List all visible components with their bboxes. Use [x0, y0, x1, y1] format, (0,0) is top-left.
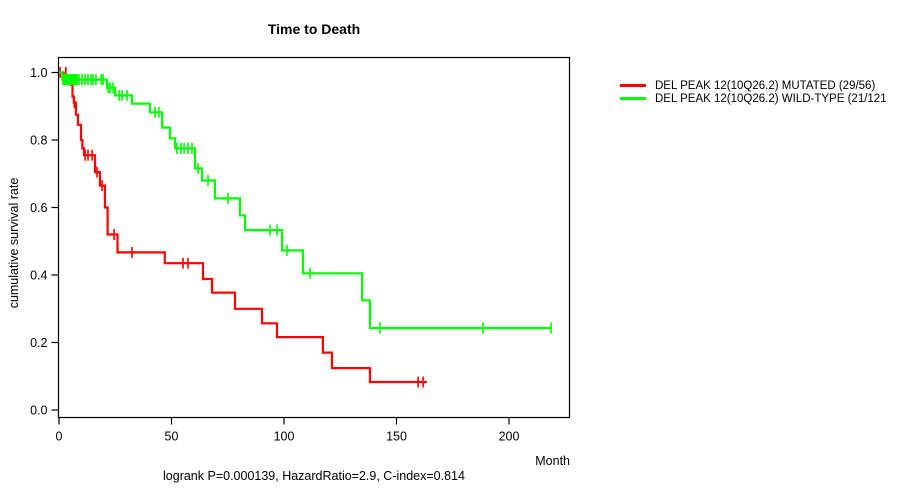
censor-marks-mutated	[59, 67, 424, 388]
y-axis-label: cumulative survival rate	[7, 177, 21, 309]
x-tick-label: 0	[56, 430, 63, 444]
legend-label-wild-type: DEL PEAK 12(10Q26.2) WILD-TYPE (21/121	[655, 92, 887, 105]
x-tick-label: 50	[165, 430, 179, 444]
y-tick-label: 0.8	[30, 134, 47, 148]
y-axis-ticks: 0.0 0.2 0.4 0.6 0.8 1.0	[30, 66, 59, 418]
x-axis-ticks: 0 50 100 150 200	[56, 417, 520, 444]
legend: DEL PEAK 12(10Q26.2) MUTATED (29/56) DEL…	[620, 79, 887, 105]
chart-title: Time to Death	[267, 21, 361, 37]
x-tick-label: 200	[499, 430, 520, 444]
x-axis-label: Month	[535, 454, 570, 468]
x-tick-label: 100	[274, 430, 295, 444]
y-tick-label: 0.6	[30, 201, 47, 215]
step-curve	[59, 71, 427, 384]
legend-label-mutated: DEL PEAK 12(10Q26.2) MUTATED (29/56)	[655, 79, 876, 92]
y-tick-label: 1.0	[30, 66, 47, 80]
y-tick-label: 0.4	[30, 269, 47, 283]
step-curve	[59, 71, 552, 330]
x-tick-label: 150	[386, 430, 407, 444]
legend-line-swatch-wild-type	[620, 97, 646, 100]
survival-curve-mutated	[59, 71, 427, 384]
legend-item-wild-type: DEL PEAK 12(10Q26.2) WILD-TYPE (21/121	[620, 92, 887, 105]
y-tick-label: 0.2	[30, 336, 47, 350]
stats-caption: logrank P=0.000139, HazardRatio=2.9, C-i…	[163, 469, 465, 483]
legend-line-swatch-mutated	[620, 84, 646, 87]
legend-item-mutated: DEL PEAK 12(10Q26.2) MUTATED (29/56)	[620, 79, 887, 92]
censor-marks-wild-type	[62, 74, 552, 334]
y-tick-label: 0.0	[30, 404, 47, 418]
plot-box	[57, 56, 571, 419]
survival-curve-wild-type	[59, 71, 552, 330]
